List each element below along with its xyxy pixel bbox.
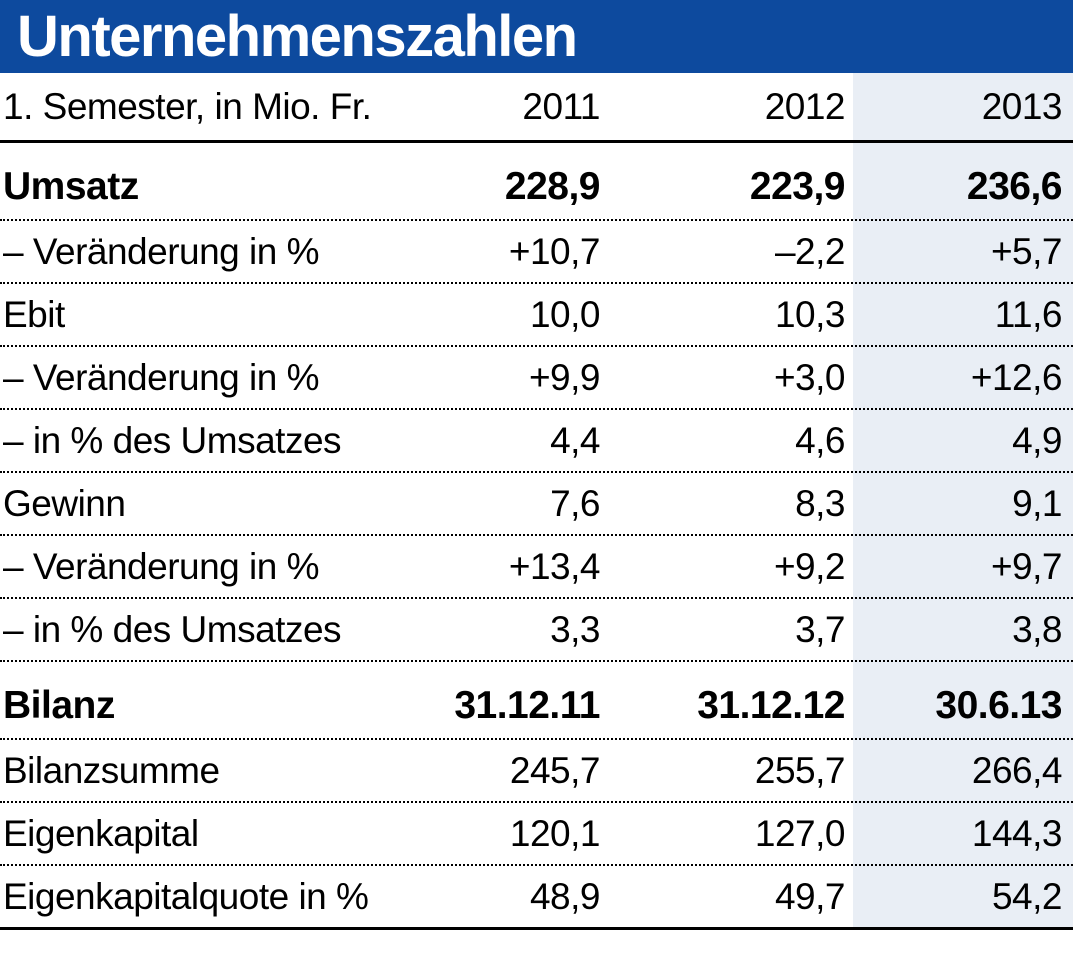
row-label: – in % des Umsatzes: [3, 419, 342, 461]
value-2012: 223,9: [749, 165, 846, 208]
row-label: Ebit: [3, 293, 65, 335]
value-2013: 30.6.13: [935, 684, 1062, 727]
value-2012: 8,3: [795, 482, 845, 524]
value-2011: +9,9: [528, 356, 601, 398]
value-2012: 31.12.12: [697, 684, 845, 727]
row-label: Eigenkapitalquote in %: [3, 875, 369, 917]
row-label: Bilanzsumme: [3, 749, 220, 791]
value-2011: 4,4: [550, 419, 600, 461]
highlight-column-2013: [853, 73, 1073, 930]
value-2012: +3,0: [773, 356, 846, 398]
value-2012: 49,7: [774, 875, 846, 917]
table-row: Eigenkapital 120,1 127,0 144,3: [0, 803, 1073, 866]
table-row: – Veränderung in % +10,7 –2,2 +5,7: [0, 221, 1073, 284]
value-2011: 245,7: [509, 749, 601, 791]
value-2013: 54,2: [991, 875, 1063, 917]
value-2012: 4,6: [795, 419, 845, 461]
table-row: Bilanz 31.12.11 31.12.12 30.6.13: [0, 662, 1073, 740]
table-row: Eigenkapitalquote in % 48,9 49,7 54,2: [0, 866, 1073, 927]
value-2011: 120,1: [509, 812, 601, 854]
row-label: – in % des Umsatzes: [3, 608, 342, 650]
column-header-2012: 2012: [764, 85, 846, 127]
value-2011: 31.12.11: [454, 684, 600, 727]
column-header-2013: 2013: [981, 85, 1063, 127]
row-label: – Veränderung in %: [3, 545, 320, 587]
value-2011: 7,6: [550, 482, 600, 524]
value-2012: –2,2: [774, 230, 846, 272]
table-body: Umsatz 228,9 223,9 236,6 – Veränderung i…: [0, 143, 1073, 930]
value-2012: 255,7: [754, 749, 846, 791]
value-2013: +5,7: [990, 230, 1063, 272]
table-row: – Veränderung in % +13,4 +9,2 +9,7: [0, 536, 1073, 599]
table-header-label: 1. Semester, in Mio. Fr.: [3, 85, 372, 127]
value-2013: 3,8: [1012, 608, 1062, 650]
table-header-row: 1. Semester, in Mio. Fr. 2011 2012 2013: [0, 73, 1073, 143]
title-bar: Unternehmenszahlen: [0, 0, 1073, 73]
column-header-2011: 2011: [522, 85, 600, 127]
value-2012: 10,3: [774, 293, 846, 335]
row-label: – Veränderung in %: [3, 356, 320, 398]
page-title: Unternehmenszahlen: [17, 3, 578, 69]
value-2011: 228,9: [504, 165, 601, 208]
table-row: – in % des Umsatzes 3,3 3,7 3,8: [0, 599, 1073, 662]
table-row: Ebit 10,0 10,3 11,6: [0, 284, 1073, 347]
value-2013: 144,3: [971, 812, 1063, 854]
row-label: – Veränderung in %: [3, 230, 320, 272]
value-2011: 48,9: [529, 875, 601, 917]
value-2012: 3,7: [795, 608, 845, 650]
value-2011: +10,7: [508, 230, 601, 272]
table-row: Umsatz 228,9 223,9 236,6: [0, 143, 1073, 221]
value-2012: 127,0: [754, 812, 846, 854]
row-label: Bilanz: [3, 684, 115, 727]
row-label: Umsatz: [3, 165, 139, 208]
value-2011: 10,0: [529, 293, 601, 335]
row-label: Gewinn: [3, 482, 126, 524]
value-2013: 11,6: [994, 293, 1063, 335]
table-row: – in % des Umsatzes 4,4 4,6 4,9: [0, 410, 1073, 473]
value-2013: 4,9: [1012, 419, 1062, 461]
table-row: Bilanzsumme 245,7 255,7 266,4: [0, 740, 1073, 803]
value-2013: 266,4: [971, 749, 1063, 791]
value-2013: 236,6: [966, 165, 1063, 208]
value-2013: 9,1: [1012, 482, 1062, 524]
row-label: Eigenkapital: [3, 812, 199, 854]
data-table: 1. Semester, in Mio. Fr. 2011 2012 2013 …: [0, 73, 1073, 930]
table-row: Gewinn 7,6 8,3 9,1: [0, 473, 1073, 536]
value-2011: 3,3: [550, 608, 600, 650]
value-2013: +9,7: [990, 545, 1063, 587]
value-2012: +9,2: [773, 545, 846, 587]
table-row: – Veränderung in % +9,9 +3,0 +12,6: [0, 347, 1073, 410]
value-2013: +12,6: [970, 356, 1063, 398]
value-2011: +13,4: [508, 545, 601, 587]
